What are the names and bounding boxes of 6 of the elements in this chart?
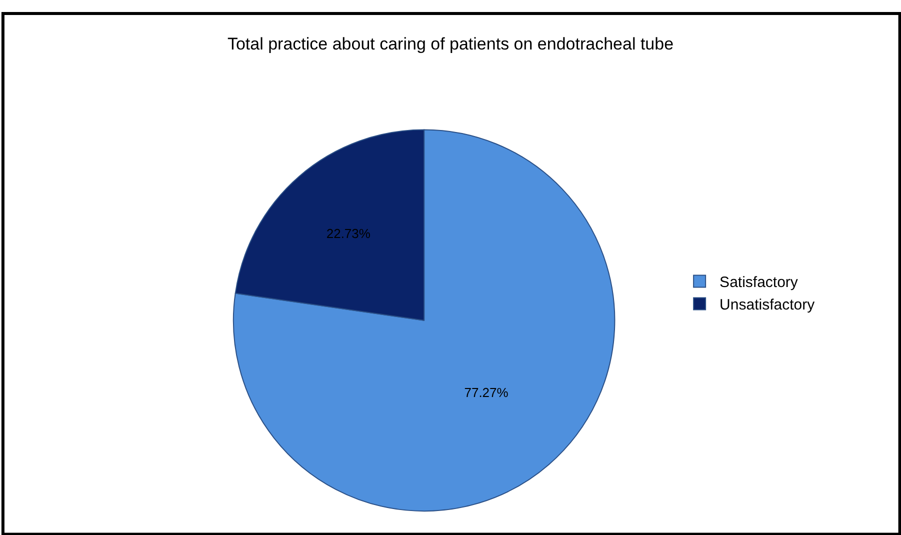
legend-label: Satisfactory	[720, 274, 798, 292]
data-label: 22.73%	[326, 226, 371, 241]
pie-slice	[232, 129, 616, 512]
chart-title: Total practice about caring of patients on endotracheal tube	[227, 34, 674, 54]
data-label: 77.27%	[464, 384, 509, 400]
legend-label: Unsatisfactory	[720, 296, 816, 314]
